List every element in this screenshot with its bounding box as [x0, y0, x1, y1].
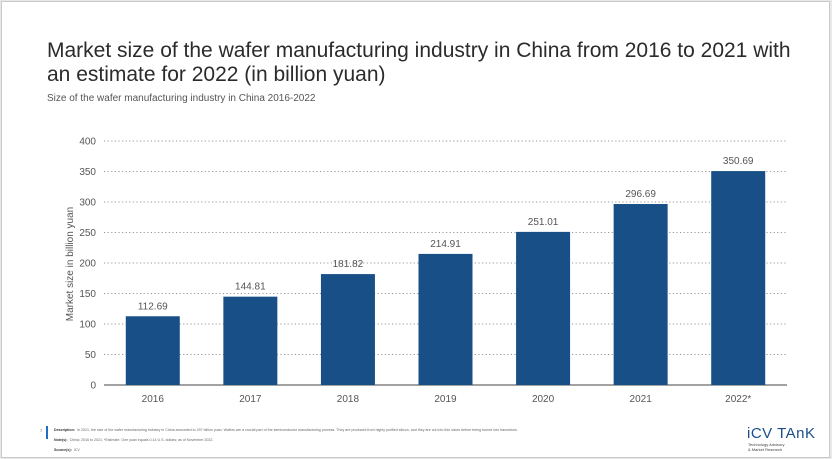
data-label: 112.69 [138, 301, 168, 312]
x-tick-label: 2018 [337, 394, 360, 405]
y-tick-label: 0 [90, 381, 96, 392]
x-tick-label: 2022* [725, 394, 751, 405]
source-label: Source(s): [54, 448, 72, 452]
brand-logo: iCV TAnK [747, 425, 816, 442]
chart-subtitle: Size of the wafer manufacturing industry… [47, 93, 316, 104]
data-label: 214.91 [430, 239, 461, 250]
data-label: 296.69 [625, 189, 656, 200]
footnote-notes: Note(s): China; 2016 to 2021; *Estimate. … [54, 438, 213, 443]
x-tick-label: 2016 [142, 394, 165, 405]
y-tick-label: 100 [79, 320, 96, 331]
y-tick-label: 350 [79, 167, 96, 178]
brand-tagline: Technology Advisory & Market Research [748, 442, 808, 452]
y-tick-label: 200 [79, 259, 96, 270]
data-label: 350.69 [723, 156, 754, 167]
brand-tagline-line-1: Technology Advisory [748, 442, 785, 447]
y-tick-label: 400 [79, 137, 96, 148]
footnote-source: Source(s): ICV [54, 448, 80, 453]
bar [711, 171, 766, 385]
x-tick-label: 2020 [532, 394, 555, 405]
x-tick-label: 2017 [239, 394, 262, 405]
brand-tagline-line-2: & Market Research [748, 447, 783, 452]
y-tick-label: 150 [79, 289, 96, 300]
description-label: Description: [54, 428, 75, 432]
source-text: ICV [73, 448, 80, 452]
description-text: In 2021, the size of the wafer manufactu… [76, 428, 518, 432]
notes-label: Note(s): [54, 438, 68, 442]
y-tick-label: 300 [79, 198, 96, 209]
bar [418, 253, 473, 385]
y-axis-label: Market size in billion yuan [65, 207, 76, 322]
y-tick-label: 250 [79, 228, 96, 239]
page-number: 7 [40, 428, 43, 433]
bar [223, 296, 278, 385]
x-tick-label: 2021 [630, 394, 653, 405]
footnote-description: Description: In 2021, the size of the waf… [54, 428, 518, 433]
x-tick-label: 2019 [434, 394, 457, 405]
bar [320, 274, 375, 385]
y-tick-label: 50 [85, 350, 97, 361]
chart-title: Market size of the wafer manufacturing i… [47, 39, 791, 86]
bar [125, 316, 180, 385]
bar [516, 231, 571, 385]
bar [613, 204, 668, 385]
data-label: 144.81 [235, 282, 266, 293]
label-layer: 0 50 100 150 200 250 300 350 400 112.69 2016 144.81… [79, 137, 754, 406]
notes-text: China; 2016 to 2021; *Estimate. One yuan… [69, 438, 214, 442]
footer-accent-bar [46, 426, 48, 439]
data-label: 251.01 [528, 217, 559, 228]
data-label: 181.82 [333, 259, 364, 270]
bar-chart: 0 50 100 150 200 250 300 350 400 112.69 2016 144.81… [65, 137, 787, 406]
bar-layer [125, 171, 766, 385]
